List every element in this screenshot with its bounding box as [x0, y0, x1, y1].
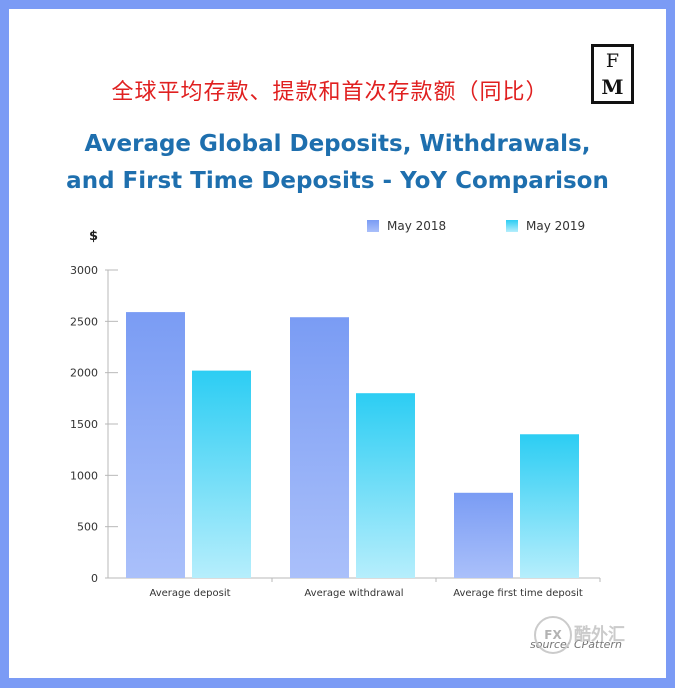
y-tick-label: 500 — [77, 521, 98, 534]
watermark-text: 酷外汇 — [574, 625, 625, 645]
logo-letter-f: F — [605, 50, 620, 72]
bar-may-2019 — [192, 370, 251, 578]
legend-label: May 2018 — [387, 219, 446, 233]
x-category-label: Average first time deposit — [453, 588, 583, 599]
y-tick-label: 2500 — [70, 315, 98, 328]
watermark: source: CPattern FX 酷外汇 — [530, 614, 660, 654]
bar-may-2019 — [520, 434, 579, 578]
fm-logo: F M — [591, 44, 634, 104]
bar-may-2018 — [290, 317, 349, 578]
legend-swatch — [367, 220, 379, 232]
y-axis-unit-label: $ — [89, 229, 99, 244]
y-tick-label: 1000 — [70, 469, 98, 482]
y-tick-label: 0 — [91, 572, 98, 585]
chart-title-line-2: and First Time Deposits - YoY Comparison — [66, 168, 609, 194]
chart-title: Average Global Deposits, Withdrawals, an… — [0, 126, 675, 200]
bar-may-2019 — [356, 393, 415, 578]
legend-label: May 2019 — [526, 219, 585, 233]
bar-may-2018 — [454, 492, 513, 578]
legend-swatch — [506, 220, 518, 232]
fx-badge-icon: FX — [534, 616, 572, 654]
axes: 0 500 1000 1500 2000 2500 3000 Average deposit A… — [70, 264, 601, 599]
x-category-label: Average withdrawal — [304, 588, 403, 599]
chinese-title: 全球平均存款、提款和首次存款额（同比） — [111, 80, 549, 105]
bar-may-2018 — [126, 312, 185, 578]
bars — [126, 312, 579, 578]
y-tick-label: 2000 — [70, 367, 98, 380]
chart-title-line-1: Average Global Deposits, Withdrawals, — [84, 131, 591, 157]
logo-letter-m: M — [601, 75, 624, 99]
y-tick-label: 3000 — [70, 264, 98, 277]
x-category-label: Average deposit — [149, 588, 230, 599]
legend: May 2018 May 2019 — [367, 219, 585, 233]
y-tick-label: 1500 — [70, 418, 98, 431]
